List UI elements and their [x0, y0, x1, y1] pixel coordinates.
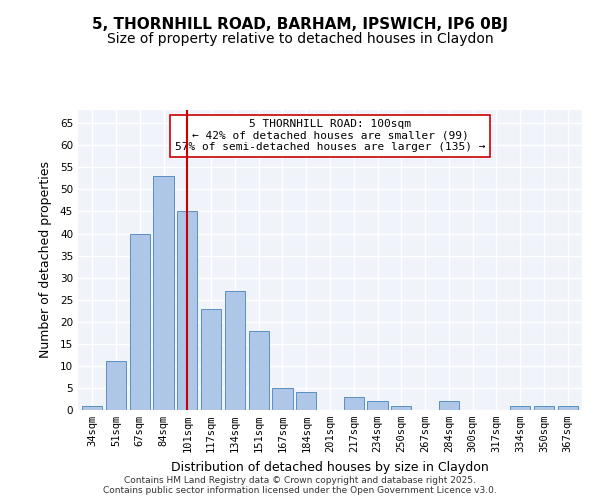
Bar	[439, 401, 459, 410]
Bar	[272, 388, 293, 410]
Bar	[201, 308, 221, 410]
Y-axis label: Number of detached properties: Number of detached properties	[38, 162, 52, 358]
X-axis label: Distribution of detached houses by size in Claydon: Distribution of detached houses by size …	[171, 460, 489, 473]
Bar	[82, 406, 103, 410]
Bar	[557, 406, 578, 410]
Text: Size of property relative to detached houses in Claydon: Size of property relative to detached ho…	[107, 32, 493, 46]
Text: Contains HM Land Registry data © Crown copyright and database right 2025.
Contai: Contains HM Land Registry data © Crown c…	[103, 476, 497, 495]
Bar	[510, 406, 530, 410]
Bar	[248, 330, 269, 410]
Bar	[344, 397, 364, 410]
Bar	[367, 401, 388, 410]
Bar	[534, 406, 554, 410]
Bar	[154, 176, 173, 410]
Bar	[391, 406, 412, 410]
Bar	[130, 234, 150, 410]
Text: 5 THORNHILL ROAD: 100sqm
← 42% of detached houses are smaller (99)
57% of semi-d: 5 THORNHILL ROAD: 100sqm ← 42% of detach…	[175, 119, 485, 152]
Bar	[106, 362, 126, 410]
Bar	[177, 212, 197, 410]
Bar	[225, 291, 245, 410]
Bar	[296, 392, 316, 410]
Text: 5, THORNHILL ROAD, BARHAM, IPSWICH, IP6 0BJ: 5, THORNHILL ROAD, BARHAM, IPSWICH, IP6 …	[92, 18, 508, 32]
